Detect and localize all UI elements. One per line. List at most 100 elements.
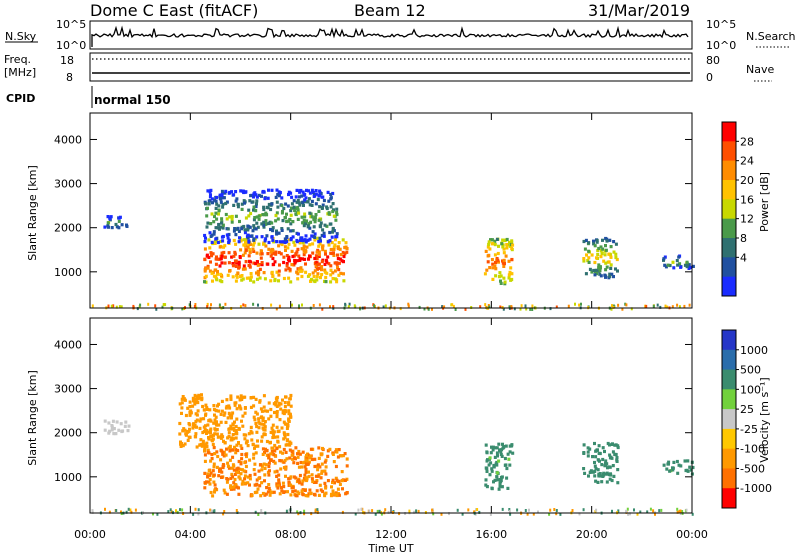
heatmap-cell [504,444,508,448]
heatmap-cell [236,226,240,230]
heatmap-cell [263,213,267,217]
heatmap-cell [267,453,271,457]
heatmap-cell [495,237,499,241]
heatmap-cell [303,215,307,219]
heatmap-cell [207,238,211,242]
heatmap-cell [317,266,321,270]
heatmap-cell [228,427,232,431]
heatmap-cell [489,461,493,465]
heatmap-cell [335,478,339,482]
heatmap-cell [292,240,296,244]
heatmap-cell [301,479,305,483]
heatmap-cell [203,269,207,273]
heatmap-cell [290,449,294,454]
heatmap-cell [326,479,330,483]
heatmap-cell [282,490,286,494]
heatmap-cell [271,263,275,267]
heatmap-cell [329,268,333,272]
heatmap-cell [270,252,274,256]
nave-label: Nave [746,63,774,76]
heatmap-cell [252,456,256,460]
heatmap-cell [246,226,250,231]
heatmap-cell [230,427,234,431]
colorbar-segment [722,468,736,489]
heatmap-cell [280,211,284,215]
heatmap-cell [301,190,305,194]
heatmap-cell [269,279,273,283]
heatmap-cell [214,211,218,215]
heatmap-cell [308,226,312,230]
heatmap-cell [302,218,306,222]
heatmap-cell [338,247,342,251]
heatmap-cell [645,304,648,308]
heatmap-cell [294,446,298,450]
colorbar-segment [722,257,736,278]
heatmap-cell [242,243,246,247]
heatmap-cell [328,447,332,451]
heatmap-cell [493,253,497,257]
heatmap-cell [211,201,214,205]
heatmap-cell [212,220,216,224]
heatmap-cell [91,304,94,308]
freq-left-tick-bottom: 8 [66,71,73,84]
heatmap-cell [500,485,504,489]
heatmap-cell [323,460,327,464]
heatmap-cell [303,512,306,516]
heatmap-cell [281,219,285,223]
heatmap-cell [333,261,337,265]
heatmap-cell [207,202,211,206]
heatmap-cell [287,401,291,405]
heatmap-cell [227,240,231,244]
heatmap-cell [296,208,300,212]
heatmap-cell [313,457,317,461]
heatmap-cell [108,510,111,514]
heatmap-cell [258,399,262,403]
heatmap-cell [279,467,283,471]
heatmap-cell [206,450,210,454]
heatmap-cell [687,263,691,267]
heatmap-cell [288,456,292,460]
heatmap-cell [252,249,256,253]
heatmap-cell [671,468,675,472]
heatmap-cell [244,464,248,469]
heatmap-cell [606,466,609,470]
heatmap-cell [257,476,261,480]
heatmap-cell [211,279,214,283]
heatmap-cell [225,477,229,481]
heatmap-cell [507,259,511,263]
heatmap-cell [229,416,233,420]
heatmap-cell [329,192,333,197]
heatmap-cell [205,445,209,449]
heatmap-cell [327,243,331,247]
heatmap-cell [238,255,242,260]
heatmap-cell [239,444,243,448]
heatmap-cell [313,220,317,224]
heatmap-cell [214,257,218,261]
heatmap-cell [306,200,310,204]
heatmap-cell [295,238,299,243]
heatmap-cell [262,405,266,409]
heatmap-cell [229,476,233,480]
heatmap-cell [203,240,207,244]
heatmap-cell [313,238,317,242]
heatmap-cell [662,463,666,467]
heatmap-cell [223,491,227,495]
colorbar-tick-label: 500 [740,364,761,377]
heatmap-cell [234,436,238,440]
heatmap-cell [125,223,128,227]
heatmap-cell [248,248,252,252]
heatmap-cell [256,263,260,267]
heatmap-cell [671,305,674,309]
heatmap-cell [271,248,275,252]
heatmap-cell [596,480,600,484]
heatmap-cell [323,469,327,473]
heatmap-cell [221,223,225,227]
heatmap-cell [108,429,112,433]
heatmap-cell [603,273,607,277]
heatmap-cell [649,507,652,511]
heatmap-cell [223,255,227,259]
heatmap-cell [234,259,238,263]
heatmap-cell [252,237,256,241]
heatmap-cell [263,473,267,477]
heatmap-cell [662,257,666,261]
